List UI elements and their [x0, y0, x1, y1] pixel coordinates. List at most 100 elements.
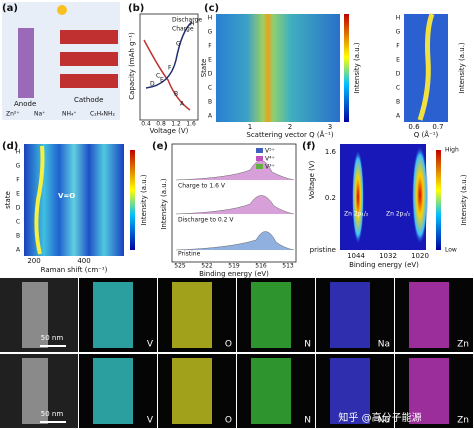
peak-label: Zn 2p₃/₂ [386, 211, 411, 218]
heatmap-c [216, 14, 340, 122]
y-tick-label: 1.6 [325, 148, 337, 156]
point-label: B [174, 91, 178, 98]
element-label: Zn [457, 340, 469, 350]
y-axis-label: Intensity (a.u.) [160, 178, 168, 230]
y-axis-label: Voltage (V) [308, 160, 316, 199]
state-label: A [396, 113, 401, 120]
element-map [330, 358, 370, 424]
element-label: Na [378, 416, 390, 426]
point-label: H [190, 21, 195, 28]
colorbar-high: High [445, 147, 459, 154]
x-tick-label: 1.6 [186, 121, 196, 128]
element-label: N [304, 416, 311, 426]
x-tick-label: 0.4 [141, 121, 151, 128]
element-map [93, 358, 133, 424]
legend-item: NH₄⁺ [62, 111, 77, 118]
legend-item: C₂H₄NH₂ [90, 111, 116, 118]
state-label: G [396, 29, 401, 36]
state-label: C [396, 85, 400, 92]
state-label: A [208, 113, 213, 120]
point-label: C [156, 73, 160, 80]
x-tick-label: 525 [174, 263, 186, 270]
colorbar-c [344, 14, 349, 122]
cathode-label: Cathode [74, 96, 103, 104]
colorbar-low: Low [445, 247, 457, 254]
colorbar-label: Intensity (a.u.) [460, 174, 468, 226]
charge-curve [145, 21, 193, 89]
element-map [172, 282, 212, 348]
inset-peak [417, 13, 435, 121]
panel-label: (f) [302, 141, 316, 152]
element-label: Zn [457, 416, 469, 426]
x-tick-label: 400 [77, 257, 90, 265]
point-label: G [176, 41, 181, 48]
element-map [251, 358, 291, 424]
state-label: E [208, 57, 212, 64]
colorbar-label: Intensity (a.u.) [353, 42, 361, 94]
panel-label: (c) [204, 3, 219, 14]
y-tick-label: pristine [310, 246, 336, 254]
y-tick-label: 0.2 [325, 194, 336, 202]
state-label: D [208, 71, 213, 78]
legend-item: Zn²⁺ [6, 111, 20, 118]
point-label: E [160, 77, 164, 84]
legend-item: Discharge [172, 17, 202, 24]
x-axis-label: Q (Å⁻¹) [414, 130, 439, 139]
state-label: C [16, 219, 20, 226]
element-label: Na [378, 340, 390, 350]
scale-label: 50 nm [41, 410, 64, 418]
x-tick-label: 2 [288, 123, 292, 131]
state-label: A [16, 247, 21, 254]
cathode-layers [60, 30, 118, 88]
peak-f-1 [352, 149, 364, 245]
colorbar-label: Intensity (a.u.) [458, 42, 466, 94]
legend-swatch [256, 148, 263, 153]
x-tick-label: 522 [201, 263, 213, 270]
colorbar-label: Intensity (a.u.) [140, 174, 148, 226]
state-label: B [16, 233, 20, 240]
element-map [409, 358, 449, 424]
x-tick-label: 519 [228, 263, 240, 270]
point-label: A [180, 101, 185, 108]
colorbar-f [436, 150, 441, 250]
legend-swatch [256, 164, 263, 169]
legend-item: V⁵⁺ [265, 148, 275, 155]
panel-label: (e) [152, 141, 168, 152]
x-tick-label: 0.6 [408, 123, 420, 131]
state-label: C [208, 85, 212, 92]
element-map [330, 282, 370, 348]
y-axis-label: Capacity (mAh g⁻¹) [128, 32, 136, 100]
element-map [93, 282, 133, 348]
x-tick-label: 3 [328, 123, 332, 131]
x-axis-label: Binding energy (eV) [349, 261, 419, 269]
scale-label: 50 nm [41, 334, 64, 342]
watermark: 知乎 @高分子能源 [338, 411, 421, 424]
annotation: V=O [58, 192, 75, 200]
x-tick-label: 513 [282, 263, 294, 270]
state-label: H [396, 15, 401, 22]
peak-f-2 [412, 145, 428, 245]
state-label: F [208, 43, 212, 50]
state-label: H [16, 149, 21, 156]
colorbar-d [130, 150, 135, 250]
state-label: D [396, 71, 401, 78]
point-label: F [168, 65, 172, 72]
x-tick-label: 1020 [411, 252, 429, 260]
panel-label: (b) [128, 3, 144, 14]
point-label: D [150, 81, 155, 88]
xps-spectra [171, 143, 297, 263]
anode-label: Anode [14, 100, 36, 108]
legend-item: V⁴⁺ [265, 156, 275, 163]
state-label: F [396, 43, 400, 50]
x-tick-label: 1 [248, 123, 252, 131]
element-label: N [304, 340, 311, 350]
state-label: G [16, 163, 21, 170]
x-axis-label: Scattering vector Q (Å⁻¹) [246, 130, 333, 139]
element-map [251, 282, 291, 348]
curve-label: Charge to 1.6 V [178, 183, 226, 190]
y-axis-label: State [200, 59, 208, 78]
x-tick-label: 0.7 [432, 123, 443, 131]
discharge-curve [143, 39, 191, 111]
state-label: G [208, 29, 213, 36]
